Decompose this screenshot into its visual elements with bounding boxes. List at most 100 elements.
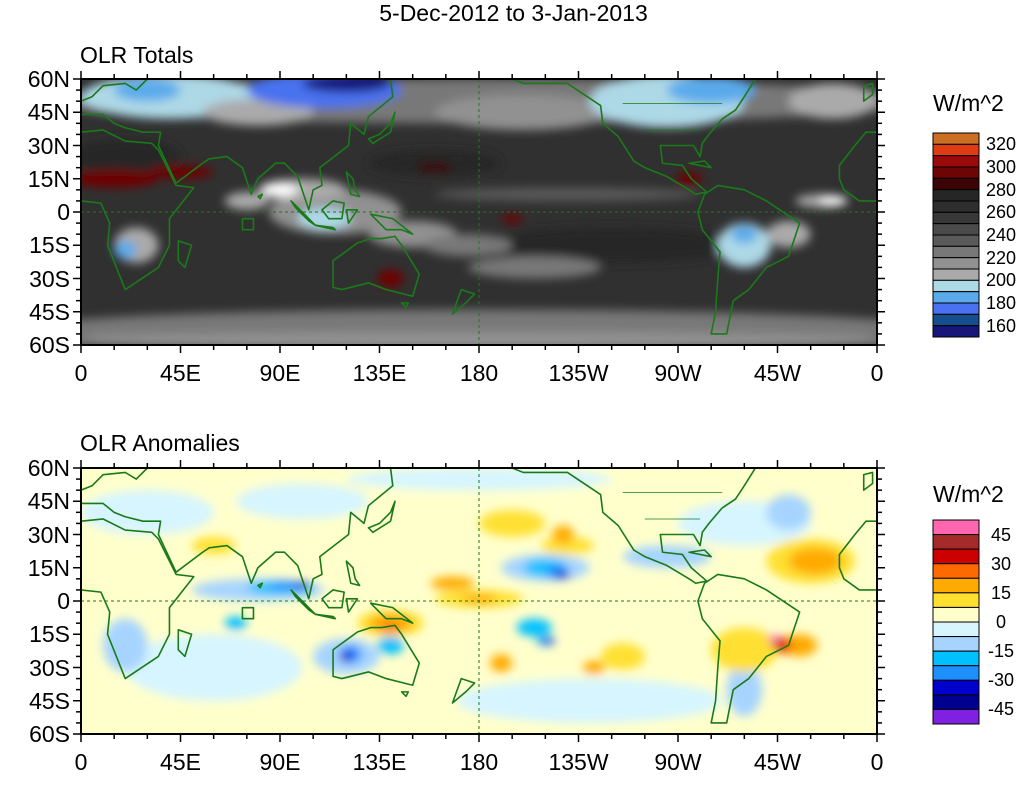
contour-region	[293, 582, 311, 589]
legend-label: 220	[985, 247, 1017, 268]
contour-region	[766, 220, 811, 248]
contour-region	[434, 187, 701, 201]
contour-region	[467, 256, 601, 279]
legend-label: 300	[985, 157, 1017, 177]
contour-region	[103, 618, 148, 672]
contour-region	[516, 618, 552, 637]
legend-swatch	[932, 665, 980, 681]
legend-swatch	[932, 155, 980, 168]
contour-region	[81, 169, 159, 188]
contour-region	[191, 536, 236, 555]
legend-anomalies	[932, 519, 980, 725]
y-tick-label: 15S	[29, 232, 70, 259]
x-tick-label: 135W	[548, 749, 609, 775]
y-tick-label: 30S	[29, 265, 70, 292]
contour-region	[711, 627, 778, 672]
contour-region	[556, 569, 570, 579]
contour-region	[819, 196, 847, 206]
legend-swatch	[932, 302, 980, 315]
legend-label: 200	[985, 270, 1017, 291]
legend-swatch	[932, 313, 980, 327]
legend-swatch	[932, 200, 980, 213]
legend-swatch	[932, 211, 980, 225]
contour-region	[379, 623, 402, 633]
contour-region	[430, 576, 475, 590]
contour-region	[302, 78, 391, 93]
contour-region	[501, 214, 524, 224]
y-tick-label: 45N	[27, 99, 70, 126]
y-tick-label: 60N	[27, 455, 70, 481]
legend-swatch	[932, 166, 980, 179]
contour-region	[268, 581, 305, 590]
legend-swatch	[932, 592, 980, 608]
contour-region	[81, 490, 214, 535]
y-tick-label: 60S	[29, 332, 70, 358]
contour-region	[768, 634, 778, 644]
contour-region	[377, 636, 404, 655]
contour-region	[726, 663, 763, 717]
x-tick-label: 90W	[654, 360, 702, 386]
contour-region	[788, 547, 842, 575]
legend-swatch	[932, 279, 980, 293]
x-tick-label: 135W	[548, 360, 609, 386]
x-tick-label: 0	[74, 360, 88, 386]
legend-swatch	[932, 679, 980, 696]
y-tick-label: 0	[57, 588, 70, 614]
contour-region	[582, 660, 606, 675]
contour-region	[479, 510, 546, 537]
contour-region	[114, 79, 181, 102]
legend-label: 0	[995, 612, 1006, 632]
contour-region	[423, 234, 513, 257]
legend-swatch	[932, 223, 980, 236]
legend-totals	[932, 132, 980, 338]
x-tick-label: 45E	[160, 749, 201, 775]
contour-region	[346, 468, 612, 491]
legend-label: 280	[985, 179, 1017, 200]
legend-swatch	[932, 563, 980, 579]
legend-label: -45	[987, 699, 1014, 720]
y-tick-label: 45S	[29, 298, 70, 325]
y-tick-label: 30S	[29, 654, 70, 681]
legend-swatch	[932, 132, 980, 145]
legend-swatch	[932, 291, 980, 304]
legend-swatch	[932, 548, 980, 565]
y-tick-label: 30N	[27, 521, 70, 548]
legend-swatch	[932, 177, 980, 191]
legend-swatch	[932, 519, 980, 536]
legend-label: -15	[987, 641, 1014, 662]
contour-region	[202, 98, 314, 126]
y-tick-label: 15N	[27, 554, 70, 581]
legend-label: 15	[990, 582, 1012, 603]
legend-swatch	[932, 577, 980, 594]
contour-region	[368, 149, 502, 177]
contour-region	[600, 643, 645, 670]
legend-swatch	[932, 636, 980, 652]
legend-swatch	[932, 708, 980, 725]
contour-region	[297, 207, 351, 230]
x-tick-label: 90W	[654, 749, 702, 775]
contour-region	[417, 163, 453, 173]
x-tick-label: 45E	[160, 360, 201, 386]
legend-label: 30	[990, 553, 1012, 574]
x-tick-label: 45W	[753, 360, 802, 386]
x-tick-label: 90E	[259, 360, 301, 386]
legend-swatch	[932, 189, 980, 202]
x-tick-label: 135E	[352, 360, 407, 386]
y-tick-label: 60N	[27, 66, 70, 92]
contour-region	[540, 536, 594, 555]
legend-swatch	[932, 245, 980, 259]
legend-swatch	[932, 268, 980, 281]
contour-region	[788, 83, 877, 119]
legend-swatch	[932, 694, 980, 710]
contour-region	[490, 654, 513, 672]
y-tick-label: 45N	[27, 488, 70, 515]
panel-title-anomalies: OLR Anomalies	[80, 430, 240, 456]
y-tick-label: 45S	[29, 687, 70, 714]
legend-swatch	[932, 606, 980, 623]
contour-region	[114, 240, 137, 259]
contour-region	[434, 94, 612, 130]
contour-region	[666, 78, 756, 104]
x-tick-label: 45W	[753, 749, 802, 775]
legend-label: 320	[985, 134, 1017, 155]
